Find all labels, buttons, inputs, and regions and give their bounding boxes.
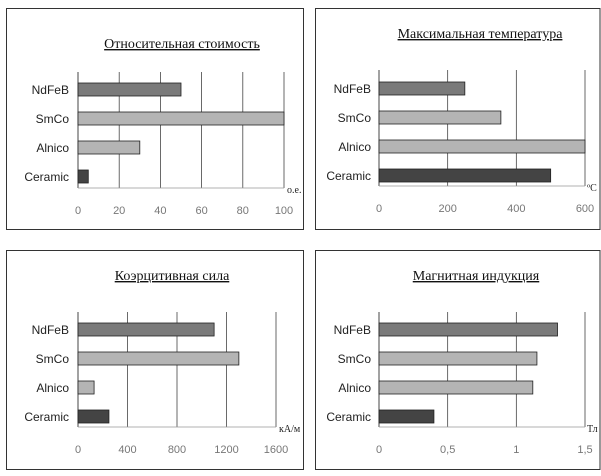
tick-label: 20 [113, 205, 125, 217]
chart-title: Максимальная температура [398, 27, 564, 42]
category-label: Alnico [338, 381, 371, 395]
chart-title: Относительная стоимость [104, 37, 260, 52]
category-label: NdFeB [32, 323, 69, 337]
category-label: Ceramic [24, 170, 69, 184]
bar-ceramic [378, 409, 435, 424]
tick-label: 400 [507, 203, 525, 215]
chart-svg: Магнитная индукция NdFeB SmCo Alnico Ceramic… [315, 250, 601, 470]
category-label: SmCo [338, 352, 372, 366]
chart-panel-max-temperature: Максимальная температура NdFeB SmCo Alnico C… [315, 8, 601, 230]
chart-svg: Относительная стоимость NdFeB SmCo Alnico Ce… [6, 8, 304, 230]
bar-ndfeb [77, 82, 182, 97]
bar-alnico [378, 139, 586, 154]
category-label: Ceramic [326, 410, 371, 424]
category-label: Ceramic [326, 169, 371, 183]
category-label: Alnico [36, 381, 69, 395]
tick-label: 100 [275, 205, 293, 217]
bar-ndfeb [378, 81, 466, 96]
bar-smco [77, 351, 240, 366]
tick-label: 200 [438, 203, 456, 215]
unit-label: ºC [587, 183, 597, 194]
chart-title: Магнитная индукция [413, 269, 540, 284]
tick-label: 0,5 [440, 444, 455, 456]
category-label: Ceramic [24, 410, 69, 424]
tick-label: 1200 [214, 444, 238, 456]
tick-label: 600 [576, 203, 594, 215]
bar-ceramic [77, 169, 89, 184]
category-label: NdFeB [334, 82, 371, 96]
bar-alnico [378, 380, 534, 395]
bar-ceramic [378, 168, 552, 183]
tick-label: 60 [195, 205, 207, 217]
category-label: Alnico [36, 141, 69, 155]
bar-ndfeb [378, 322, 558, 337]
tick-label: 80 [237, 205, 249, 217]
bar-smco [378, 351, 538, 366]
tick-label: 800 [168, 444, 186, 456]
category-label: SmCo [338, 111, 372, 125]
tick-label: 0 [376, 444, 382, 456]
chart-title: Коэрцитивная сила [115, 269, 230, 284]
bar-alnico [77, 380, 95, 395]
category-label: SmCo [36, 112, 70, 126]
tick-label: 400 [118, 444, 136, 456]
category-label: NdFeB [32, 83, 69, 97]
tick-label: 1600 [264, 444, 288, 456]
tick-label: 0 [75, 205, 81, 217]
tick-label: 40 [154, 205, 166, 217]
bar-alnico [77, 140, 141, 155]
bar-ndfeb [77, 322, 215, 337]
chart-frame [6, 250, 304, 470]
chart-svg: Коэрцитивная сила NdFeB SmCo Alnico Ceramic 0… [6, 250, 304, 470]
tick-label: 0 [75, 444, 81, 456]
unit-label: о.е. [287, 185, 301, 196]
unit-label: кА/м [279, 424, 301, 435]
unit-label: Тл [587, 424, 598, 435]
bar-smco [77, 111, 285, 126]
chart-panel-relative-cost: Относительная стоимость NdFeB SmCo Alnico Ce… [6, 8, 304, 230]
tick-label: 1,5 [577, 444, 592, 456]
chart-svg: Максимальная температура NdFeB SmCo Alnico C… [315, 8, 601, 230]
bar-smco [378, 110, 502, 125]
category-label: NdFeB [334, 323, 371, 337]
chart-panel-coercivity: Коэрцитивная сила NdFeB SmCo Alnico Ceramic 0… [6, 250, 304, 470]
bar-ceramic [77, 409, 110, 424]
category-label: SmCo [36, 352, 70, 366]
tick-label: 1 [513, 444, 519, 456]
tick-label: 0 [376, 203, 382, 215]
category-label: Alnico [338, 140, 371, 154]
chart-panel-magnetic-induction: Магнитная индукция NdFeB SmCo Alnico Ceramic… [315, 250, 601, 470]
